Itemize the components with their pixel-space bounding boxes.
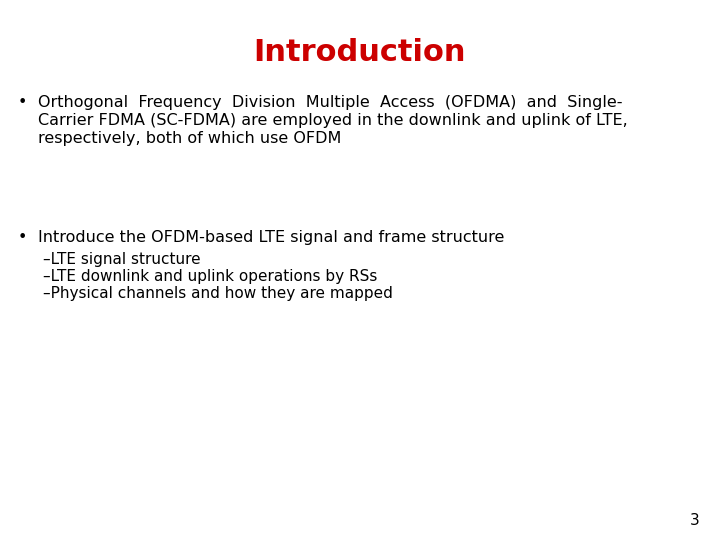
- Text: –LTE signal structure: –LTE signal structure: [43, 252, 201, 267]
- Text: 3: 3: [690, 513, 700, 528]
- Text: •: •: [18, 230, 27, 245]
- Text: –Physical channels and how they are mapped: –Physical channels and how they are mapp…: [43, 286, 393, 301]
- Text: respectively, both of which use OFDM: respectively, both of which use OFDM: [38, 131, 341, 146]
- Text: Introduce the OFDM-based LTE signal and frame structure: Introduce the OFDM-based LTE signal and …: [38, 230, 505, 245]
- Text: Introduction: Introduction: [253, 38, 467, 67]
- Text: Carrier FDMA (SC-FDMA) are employed in the downlink and uplink of LTE,: Carrier FDMA (SC-FDMA) are employed in t…: [38, 113, 628, 128]
- Text: –LTE downlink and uplink operations by RSs: –LTE downlink and uplink operations by R…: [43, 269, 377, 284]
- Text: •: •: [18, 95, 27, 110]
- Text: Orthogonal  Frequency  Division  Multiple  Access  (OFDMA)  and  Single-: Orthogonal Frequency Division Multiple A…: [38, 95, 623, 110]
